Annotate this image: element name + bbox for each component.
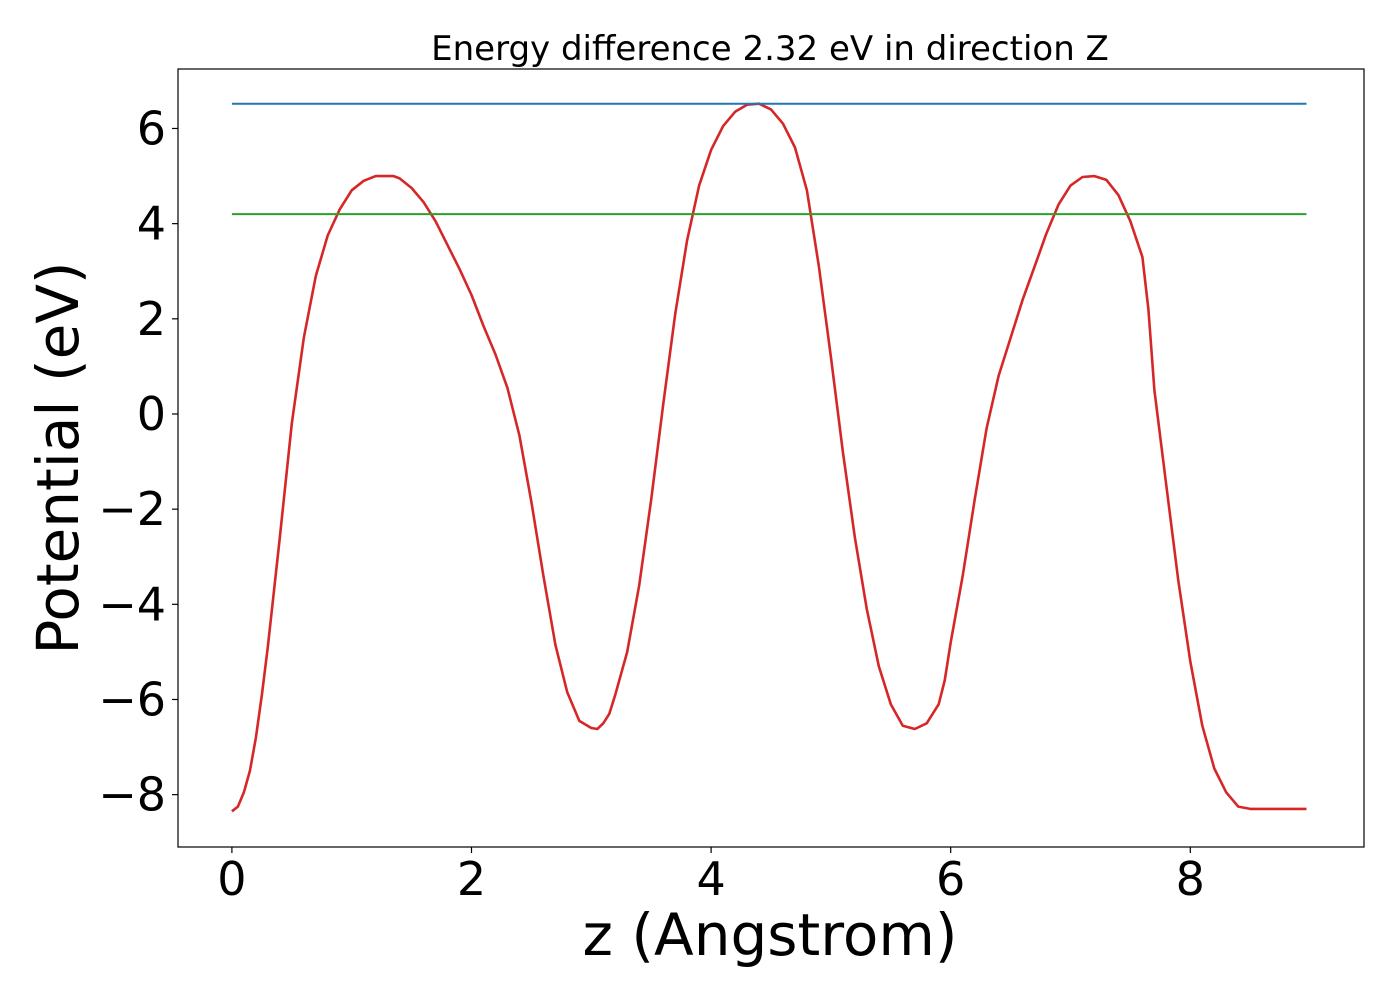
y-tick-label: −6 <box>98 672 166 726</box>
y-axis-ticks: −8 −6 −4 −2 0 2 4 6 <box>98 101 178 822</box>
y-tick-label: −2 <box>98 482 166 536</box>
y-tick-label: −8 <box>98 768 166 822</box>
y-tick-label: 2 <box>137 292 166 346</box>
x-tick-label: 6 <box>936 852 965 906</box>
x-axis-label: z (Angstrom) <box>583 901 958 969</box>
x-tick-label: 0 <box>217 852 246 906</box>
series-lines <box>231 102 1307 813</box>
y-tick-label: 4 <box>137 197 166 251</box>
y-tick-label: 0 <box>137 387 166 441</box>
y-tick-label: 6 <box>137 101 166 155</box>
plot-frame <box>177 68 1365 848</box>
x-tick-label: 4 <box>696 852 725 906</box>
y-tick-label: −4 <box>98 577 166 631</box>
x-tick-label: 8 <box>1176 852 1205 906</box>
x-axis-ticks: 0 2 4 6 8 <box>217 847 1205 906</box>
chart-title: Energy difference 2.32 eV in direction Z <box>431 29 1109 69</box>
y-axis-label: Potential (eV) <box>24 261 92 654</box>
x-tick-label: 2 <box>457 852 486 906</box>
